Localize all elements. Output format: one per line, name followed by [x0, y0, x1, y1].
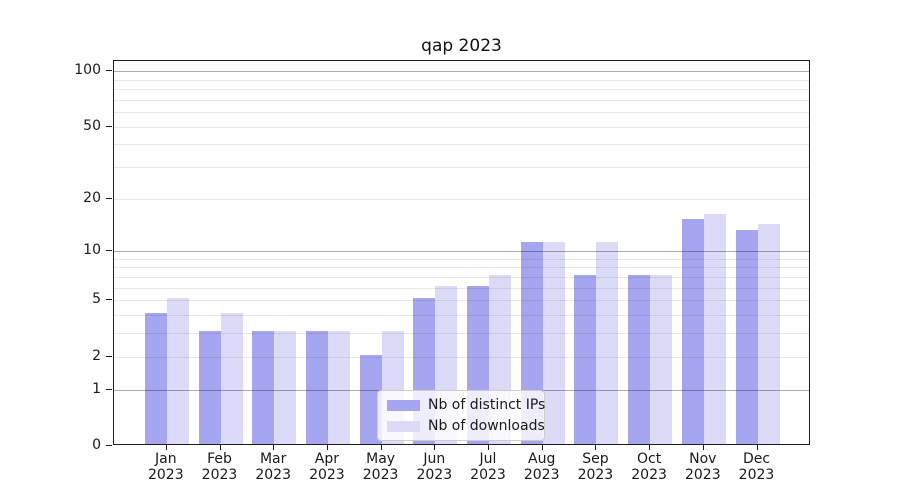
- y-tick-label-5: 5: [92, 291, 101, 308]
- bar-oct-downloads: [650, 275, 673, 444]
- legend-item-distinct-ips: Nb of distinct IPs: [387, 397, 545, 413]
- x-tick-mark-dec: [757, 445, 758, 450]
- y-tick-mark-0: [106, 445, 112, 446]
- x-tick-label-dec: Dec 2023: [738, 451, 775, 483]
- x-tick-label-aug: Aug 2023: [523, 451, 560, 483]
- bar-may-distinct-ips: [359, 354, 382, 444]
- x-tick-label-sep: Sep 2023: [577, 451, 614, 483]
- bar-apr-downloads: [327, 331, 350, 444]
- y-tick-label-100: 100: [74, 62, 101, 79]
- bar-mar-distinct-ips: [252, 331, 275, 444]
- y-tick-label-0: 0: [92, 437, 101, 453]
- x-tick-mark-apr: [327, 445, 328, 450]
- y-tick-mark-1: [106, 389, 112, 390]
- x-tick-mark-feb: [220, 445, 221, 450]
- x-tick-mark-mar: [273, 445, 274, 450]
- gridline-40: [114, 144, 809, 145]
- gridline-5: [114, 300, 809, 301]
- bar-sep-distinct-ips: [574, 275, 597, 444]
- gridline-10: [114, 251, 809, 252]
- bar-jan-distinct-ips: [144, 313, 167, 444]
- x-tick-mark-aug: [542, 445, 543, 450]
- legend: Nb of distinct IPs Nb of downloads: [377, 390, 545, 441]
- x-tick-mark-jun: [434, 445, 435, 450]
- plot-area: [113, 60, 810, 445]
- gridline-7: [114, 277, 809, 278]
- y-tick-mark-10: [106, 250, 112, 251]
- bar-aug-downloads: [542, 242, 565, 444]
- gridline-50: [114, 127, 809, 128]
- legend-label-downloads: Nb of downloads: [428, 418, 545, 434]
- gridline-90: [114, 80, 809, 81]
- gridline-6: [114, 288, 809, 289]
- x-tick-mark-may: [381, 445, 382, 450]
- x-tick-mark-sep: [595, 445, 596, 450]
- x-tick-label-mar: Mar 2023: [255, 451, 291, 483]
- x-tick-mark-jul: [488, 445, 489, 450]
- legend-item-downloads: Nb of downloads: [387, 418, 545, 434]
- y-tick-mark-2: [106, 356, 112, 357]
- legend-swatch-distinct-ips: [387, 399, 420, 411]
- gridline-2: [114, 357, 809, 358]
- bar-nov-distinct-ips: [681, 218, 704, 444]
- gridline-20: [114, 199, 809, 200]
- gridline-3: [114, 333, 809, 334]
- bar-mar-downloads: [274, 331, 297, 444]
- x-tick-label-jul: Jul 2023: [470, 451, 506, 483]
- bar-jan-downloads: [166, 298, 189, 444]
- legend-label-distinct-ips: Nb of distinct IPs: [428, 397, 546, 413]
- x-tick-mark-oct: [649, 445, 650, 450]
- y-tick-label-20: 20: [83, 189, 101, 206]
- y-tick-label-50: 50: [83, 117, 101, 134]
- gridline-4: [114, 315, 809, 316]
- gridline-60: [114, 112, 809, 113]
- y-tick-mark-50: [106, 126, 112, 127]
- gridline-80: [114, 89, 809, 90]
- x-tick-label-feb: Feb 2023: [201, 451, 238, 483]
- gridline-9: [114, 259, 809, 260]
- x-tick-mark-nov: [703, 445, 704, 450]
- bar-feb-distinct-ips: [198, 331, 221, 444]
- x-tick-label-oct: Oct 2023: [631, 451, 667, 483]
- bar-nov-downloads: [703, 213, 726, 444]
- gridline-100: [114, 71, 809, 72]
- bar-oct-distinct-ips: [628, 275, 651, 444]
- y-tick-mark-100: [106, 70, 112, 71]
- bar-apr-distinct-ips: [305, 331, 328, 444]
- y-tick-mark-20: [106, 198, 112, 199]
- x-tick-mark-jan: [166, 445, 167, 450]
- bar-dec-distinct-ips: [735, 229, 758, 444]
- y-tick-label-1: 1: [92, 380, 101, 397]
- chart-title: qap 2023: [421, 36, 502, 56]
- x-tick-label-jun: Jun 2023: [416, 451, 453, 483]
- y-tick-mark-5: [106, 299, 112, 300]
- y-tick-label-10: 10: [83, 242, 101, 259]
- gridline-70: [114, 100, 809, 101]
- bar-dec-downloads: [757, 224, 780, 444]
- gridline-8: [114, 267, 809, 268]
- bar-feb-downloads: [220, 313, 243, 444]
- x-tick-label-jan: Jan 2023: [147, 451, 184, 483]
- x-tick-label-nov: Nov 2023: [684, 451, 721, 483]
- bar-sep-downloads: [596, 242, 619, 444]
- x-tick-label-apr: Apr 2023: [309, 451, 345, 483]
- y-tick-label-2: 2: [92, 347, 101, 364]
- legend-swatch-downloads: [387, 420, 420, 432]
- gridline-30: [114, 167, 809, 168]
- x-tick-label-may: May 2023: [362, 451, 399, 483]
